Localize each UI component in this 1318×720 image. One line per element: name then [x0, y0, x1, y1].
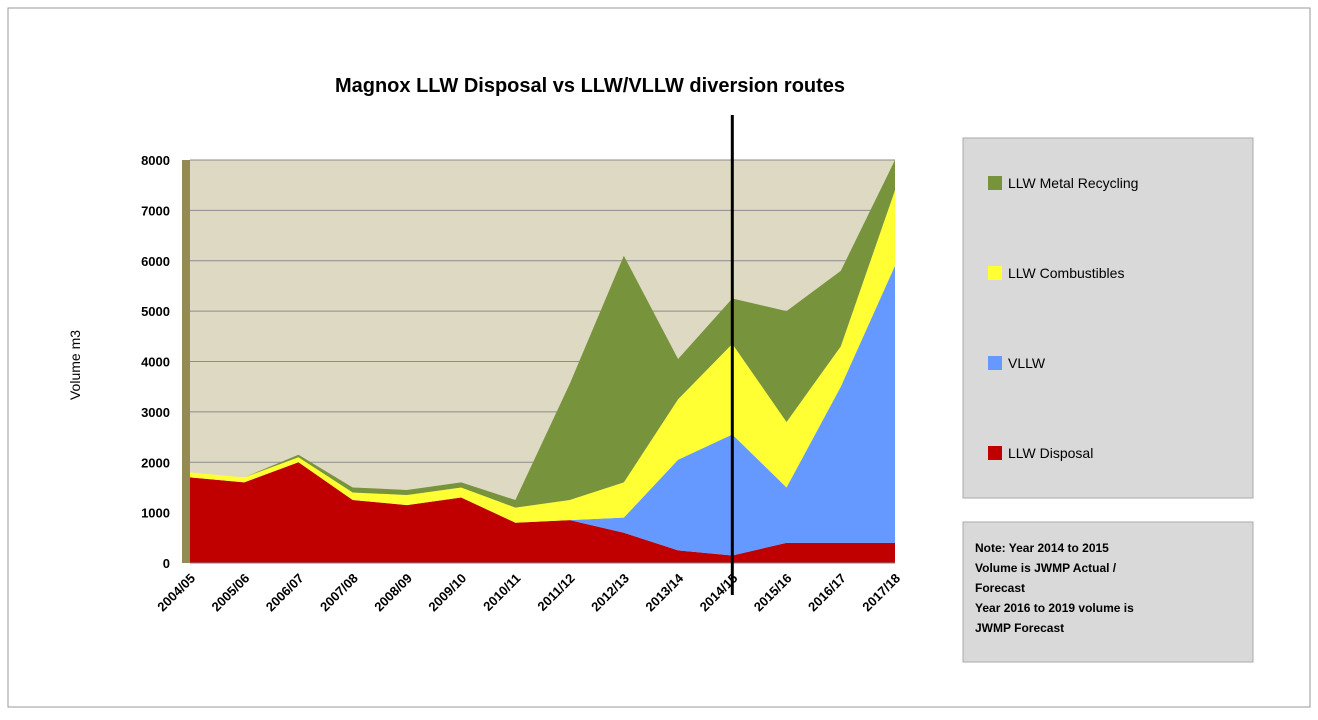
- area: [190, 265, 895, 556]
- legend-swatch: [988, 176, 1002, 190]
- side-wall: [182, 160, 190, 563]
- area: [190, 190, 895, 523]
- note-box: [962, 521, 1254, 663]
- y-tick-label: 3000: [141, 405, 170, 420]
- note-line: Note: Year 2014 to 2015: [975, 541, 1109, 555]
- legend-label: LLW Disposal: [1008, 445, 1093, 461]
- y-tick-label: 8000: [141, 153, 170, 168]
- area: [190, 462, 895, 563]
- y-tick-label: 2000: [141, 455, 170, 470]
- y-tick-label: 6000: [141, 254, 170, 269]
- legend-swatch: [988, 446, 1002, 460]
- legend-label: VLLW: [1008, 355, 1046, 371]
- y-tick-label: 1000: [141, 506, 170, 521]
- legend-label: LLW Metal Recycling: [1008, 175, 1138, 191]
- chart-title: Magnox LLW Disposal vs LLW/VLLW diversio…: [335, 75, 845, 97]
- y-tick-label: 7000: [141, 203, 170, 218]
- area: [190, 160, 895, 508]
- y-tick-label: 4000: [141, 355, 170, 370]
- note-line: Forecast: [975, 581, 1025, 595]
- legend-box: [962, 137, 1254, 499]
- note-line: Volume is JWMP Actual /: [975, 561, 1117, 575]
- y-tick-label: 0: [163, 556, 170, 571]
- note-line: JWMP Forecast: [975, 621, 1064, 635]
- note-line: Year 2016 to 2019 volume is: [975, 601, 1134, 615]
- legend-label: LLW Combustibles: [1008, 265, 1124, 281]
- y-axis-label: Volume m3: [67, 330, 83, 400]
- legend-swatch: [988, 266, 1002, 280]
- y-tick-label: 5000: [141, 304, 170, 319]
- legend-swatch: [988, 356, 1002, 370]
